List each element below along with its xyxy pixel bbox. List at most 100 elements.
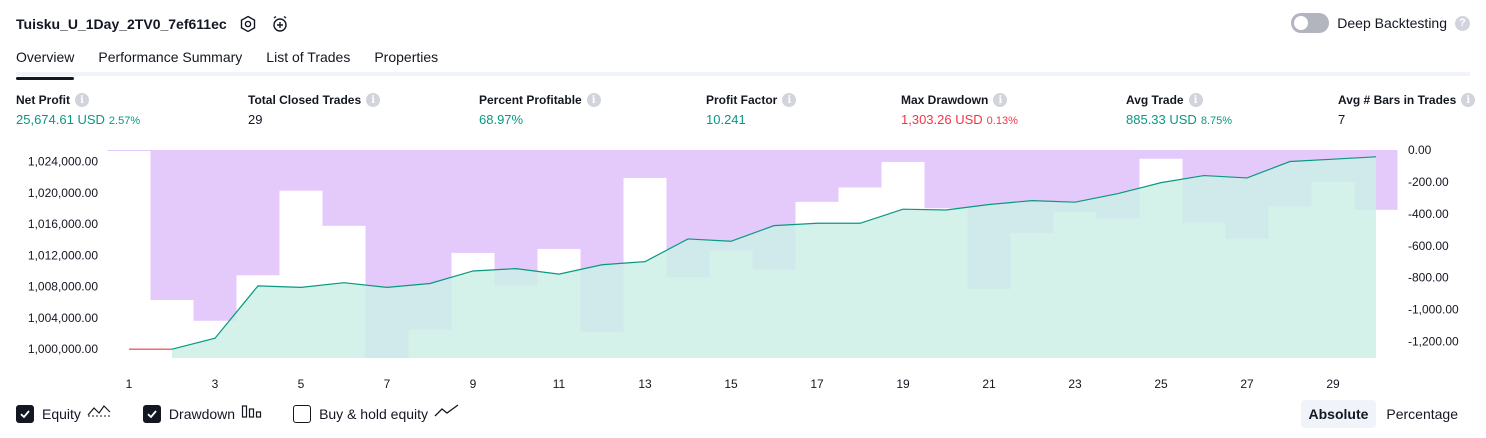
x-tick-label: 17 bbox=[810, 377, 824, 391]
legend-equity[interactable]: Equity bbox=[16, 403, 113, 424]
drawdown-bars-icon bbox=[241, 403, 263, 424]
legend-drawdown[interactable]: Drawdown bbox=[142, 403, 263, 424]
y-tick-label-left: 1,004,000.00 bbox=[28, 311, 98, 325]
metric-value: 29 bbox=[248, 112, 263, 127]
y-tick-label-right: -400.00 bbox=[1408, 207, 1449, 221]
metric-value: 7 bbox=[1338, 112, 1346, 127]
y-tick-label-left: 1,020,000.00 bbox=[28, 186, 98, 200]
info-icon[interactable]: i bbox=[782, 93, 797, 107]
metric-value: 885.33 USD bbox=[1126, 112, 1197, 127]
info-icon[interactable]: i bbox=[1461, 93, 1476, 107]
metric-percent-profitable: Percent Profitable i 68.97% bbox=[479, 93, 601, 127]
tab-overview[interactable]: Overview bbox=[16, 40, 75, 80]
metric-label: Max Drawdown bbox=[901, 93, 989, 107]
metric-total-closed-trades: Total Closed Trades i 29 bbox=[248, 93, 381, 127]
metric-label: Avg # Bars in Trades bbox=[1338, 93, 1457, 107]
deep-backtesting-toggle[interactable] bbox=[1291, 13, 1330, 33]
y-tick-label-right: -600.00 bbox=[1408, 239, 1449, 253]
settings-icon[interactable] bbox=[237, 13, 259, 35]
strategy-name: Tuisku_U_1Day_2TV0_7ef611ec bbox=[16, 16, 227, 32]
y-tick-label-right: -1,200.00 bbox=[1408, 335, 1459, 349]
legend-label: Drawdown bbox=[168, 405, 236, 422]
drawdown-bar bbox=[494, 150, 538, 286]
report-tabs: Overview Performance Summary List of Tra… bbox=[16, 40, 1470, 80]
chart-legend: Equity Drawdown Buy & hold equity bbox=[16, 403, 490, 424]
x-tick-label: 19 bbox=[896, 377, 910, 391]
strategy-header: Tuisku_U_1Day_2TV0_7ef611ec bbox=[16, 12, 291, 36]
x-tick-label: 7 bbox=[384, 377, 391, 391]
info-icon[interactable]: i bbox=[993, 93, 1008, 107]
drawdown-bar bbox=[537, 150, 581, 249]
help-icon[interactable]: ? bbox=[1455, 15, 1470, 31]
equity-checkbox[interactable] bbox=[16, 404, 34, 423]
drawdown-bar bbox=[924, 150, 968, 209]
metric-avg-trade: Avg Trade i 885.33 USD 8.75% bbox=[1126, 93, 1232, 127]
drawdown-checkbox[interactable] bbox=[142, 404, 161, 423]
absolute-button[interactable]: Absolute bbox=[1300, 400, 1377, 428]
x-tick-label: 9 bbox=[470, 377, 477, 391]
metric-label: Profit Factor bbox=[706, 93, 778, 107]
metric-max-drawdown: Max Drawdown i 1,303.26 USD 0.13% bbox=[901, 93, 1018, 127]
equity-drawdown-chart[interactable]: 1,000,000.00 1,004,000.00 1,008,000.00 1,01… bbox=[0, 140, 1486, 395]
y-tick-label-left: 1,024,000.00 bbox=[28, 155, 98, 169]
metric-label: Avg Trade bbox=[1126, 93, 1184, 107]
metric-percent: 8.75% bbox=[1200, 115, 1233, 127]
toggle-knob bbox=[1294, 16, 1309, 30]
drawdown-bar bbox=[322, 150, 366, 226]
y-tick-label-left: 1,008,000.00 bbox=[28, 280, 98, 294]
info-icon[interactable]: i bbox=[366, 93, 381, 107]
x-tick-label: 21 bbox=[982, 377, 996, 391]
x-tick-label: 5 bbox=[298, 377, 305, 391]
drawdown-bar bbox=[795, 150, 839, 202]
drawdown-bar bbox=[107, 150, 151, 151]
drawdown-bar bbox=[236, 150, 280, 276]
x-tick-label: 11 bbox=[553, 377, 566, 391]
metric-percent: 0.13% bbox=[986, 115, 1018, 127]
x-tick-label: 15 bbox=[724, 377, 738, 391]
info-icon[interactable]: i bbox=[75, 93, 89, 107]
deep-backtesting-label: Deep Backtesting bbox=[1337, 15, 1447, 31]
y-tick-label-left: 1,000,000.00 bbox=[28, 342, 98, 356]
drawdown-bar bbox=[623, 150, 667, 178]
x-tick-label: 29 bbox=[1326, 377, 1340, 391]
y-tick-label-right: 0.00 bbox=[1408, 143, 1432, 157]
x-tick-label: 23 bbox=[1068, 377, 1082, 391]
y-tick-label-right: -1,000.00 bbox=[1408, 303, 1459, 317]
drawdown-bar bbox=[150, 150, 194, 301]
info-icon[interactable]: i bbox=[586, 93, 601, 107]
drawdown-bar bbox=[451, 150, 495, 253]
metric-avg-bars-in-trades: Avg # Bars in Trades i 7 bbox=[1338, 93, 1476, 127]
buy-hold-checkbox[interactable] bbox=[293, 404, 312, 423]
metric-value: 1,303.26 USD bbox=[901, 112, 983, 127]
drawdown-bar bbox=[881, 150, 925, 162]
tab-list-of-trades[interactable]: List of Trades bbox=[266, 49, 351, 65]
y-tick-label-right: -800.00 bbox=[1408, 271, 1449, 285]
buy-hold-line-icon bbox=[434, 403, 460, 424]
x-tick-label: 3 bbox=[212, 377, 219, 391]
tab-performance-summary[interactable]: Performance Summary bbox=[98, 49, 243, 65]
add-alert-icon[interactable] bbox=[269, 13, 291, 35]
drawdown-bar bbox=[1139, 150, 1183, 159]
legend-label: Buy & hold equity bbox=[319, 405, 429, 422]
metric-profit-factor: Profit Factor i 10.241 bbox=[706, 93, 797, 127]
metric-percent: 2.57% bbox=[108, 115, 141, 127]
deep-backtesting: Deep Backtesting ? bbox=[1291, 13, 1470, 33]
equity-area bbox=[172, 156, 1376, 358]
legend-buy-hold[interactable]: Buy & hold equity bbox=[293, 403, 460, 424]
x-tick-label: 1 bbox=[126, 377, 133, 391]
y-tick-label-left: 1,016,000.00 bbox=[28, 217, 98, 231]
metric-value: 10.241 bbox=[706, 112, 746, 127]
x-tick-label: 27 bbox=[1240, 377, 1254, 391]
metric-value: 68.97% bbox=[479, 112, 524, 127]
drawdown-bar bbox=[193, 150, 237, 321]
metric-label: Percent Profitable bbox=[479, 93, 582, 107]
metric-net-profit: Net Profit i 25,674.61 USD 2.57% bbox=[16, 93, 140, 127]
tab-properties[interactable]: Properties bbox=[374, 49, 439, 65]
drawdown-bar bbox=[279, 150, 323, 191]
drawdown-bar bbox=[709, 150, 753, 251]
y-tick-label-left: 1,012,000.00 bbox=[28, 248, 98, 262]
info-icon[interactable]: i bbox=[1188, 93, 1203, 107]
x-tick-label: 13 bbox=[638, 377, 652, 391]
percentage-button[interactable]: Percentage bbox=[1386, 406, 1458, 422]
x-tick-label: 25 bbox=[1154, 377, 1168, 391]
